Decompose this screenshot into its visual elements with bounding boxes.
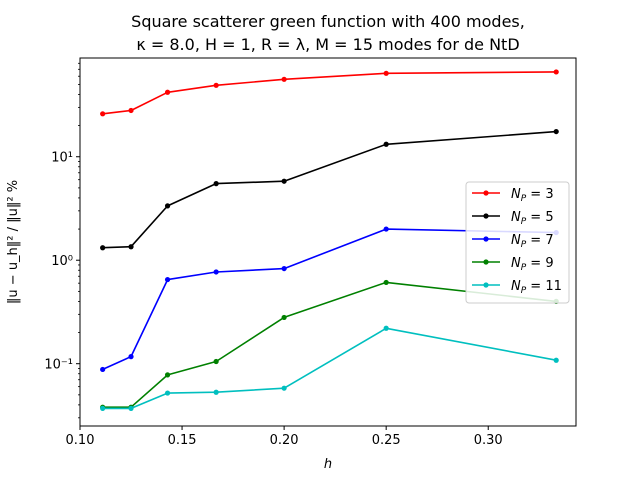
legend: NP = 3 NP = 5 NP = 7 NP = 9 NP = 11 <box>465 181 570 304</box>
data-point <box>128 244 134 250</box>
chart-title-line1: Square scatterer green function with 400… <box>131 12 525 31</box>
data-point <box>164 372 171 378</box>
legend-swatch-marker <box>483 213 489 219</box>
data-point <box>281 76 287 82</box>
x-axis-label: h <box>324 457 332 472</box>
data-point <box>213 269 219 275</box>
data-point <box>164 390 171 396</box>
legend-label: NP = 7 <box>511 233 554 250</box>
data-point <box>281 265 287 272</box>
x-tick-label: 0.10 <box>66 433 95 448</box>
data-point <box>164 203 171 209</box>
data-point <box>553 357 559 363</box>
legend-swatch-marker <box>483 236 489 242</box>
data-point <box>100 366 106 373</box>
data-point <box>383 325 389 331</box>
x-tick-label: 0.25 <box>372 433 401 448</box>
data-point <box>128 405 134 411</box>
legend-swatch-marker <box>483 190 489 196</box>
legend-label: NP = 11 <box>511 279 562 296</box>
data-point <box>213 358 219 365</box>
data-point <box>281 314 287 321</box>
series-layer <box>100 69 559 411</box>
legend-label: NP = 3 <box>511 187 554 204</box>
legend-label: NP = 9 <box>511 256 554 273</box>
data-point <box>213 389 219 395</box>
data-point <box>553 69 559 75</box>
y-tick-label: 10¹ <box>51 151 73 166</box>
legend-label: NP = 5 <box>511 210 554 227</box>
data-point <box>128 107 134 114</box>
data-point <box>383 226 389 232</box>
data-point <box>164 276 171 283</box>
x-tick-label: 0.20 <box>270 433 299 448</box>
legend-swatch-marker <box>483 259 489 265</box>
data-point <box>100 405 106 411</box>
y-axis-label: ‖u − u_h‖² / ‖u‖² % <box>6 180 21 304</box>
plot-frame <box>79 57 577 427</box>
chart-title-line2: κ = 8.0, H = 1, R = λ, M = 15 modes for … <box>136 35 519 54</box>
y-axis-ticks: 10⁻¹ 10⁰ 10¹ <box>44 62 80 419</box>
x-tick-label: 0.30 <box>474 433 503 448</box>
data-point <box>100 111 106 117</box>
data-point <box>383 279 389 286</box>
data-point <box>383 70 389 76</box>
data-point <box>213 82 219 88</box>
data-point <box>213 181 219 187</box>
data-point <box>281 178 287 184</box>
x-tick-label: 0.15 <box>168 433 197 448</box>
data-point <box>553 128 559 135</box>
legend-swatch-marker <box>483 282 489 288</box>
y-tick-label: 10⁻¹ <box>44 358 73 373</box>
data-point <box>383 141 389 147</box>
data-point <box>100 245 106 251</box>
data-point <box>128 354 134 360</box>
data-point <box>281 385 287 391</box>
legend-box <box>465 181 570 304</box>
data-point <box>164 89 171 95</box>
x-axis-ticks: 0.10 0.15 0.20 0.25 0.30 <box>66 426 503 448</box>
y-tick-label: 10⁰ <box>51 254 73 269</box>
